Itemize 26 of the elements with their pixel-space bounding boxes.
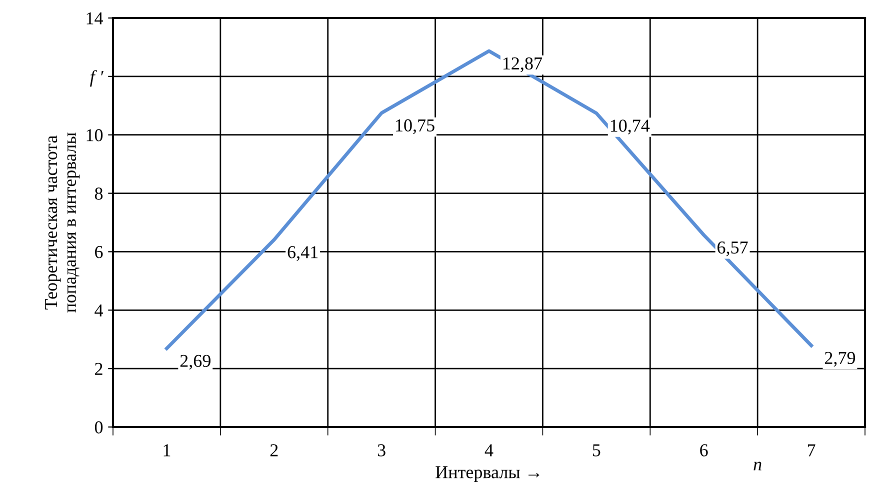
y-tick-label: 4: [94, 304, 103, 316]
y-tick-label: 14: [86, 12, 103, 24]
data-label: 2,69: [180, 354, 210, 370]
x-tick-label: 4: [484, 444, 494, 456]
y-tick-label: 8: [94, 188, 103, 200]
x-tick-label: 2: [270, 444, 278, 456]
y-tick-label: 2: [95, 362, 102, 375]
x-tick-label: 3: [378, 444, 386, 456]
x-tick-label: 5: [592, 444, 600, 456]
data-label: 6,41: [288, 246, 318, 261]
data-label: 2,79: [824, 352, 856, 367]
y-tick-label: 0: [94, 421, 103, 434]
y-tick-label: 10: [86, 129, 103, 142]
data-label: 6,57: [718, 241, 748, 256]
x-tick-label: 1: [164, 444, 170, 456]
y-axis-title: Теоретическая частота попадания в интервалы: [45, 132, 80, 312]
text: n: [754, 462, 762, 470]
data-label: 10,75: [396, 119, 434, 134]
x-tick-label: 6: [700, 444, 708, 456]
data-label: 12,87: [503, 57, 542, 72]
y-tick-label: f ′: [90, 70, 104, 87]
y-tick-label: 6: [95, 246, 103, 258]
x-tick-label: 7: [808, 444, 816, 456]
line-series: [164, 49, 814, 350]
data-label: 10,74: [610, 120, 650, 134]
x-axis-title: Интервалы →: [436, 466, 540, 482]
